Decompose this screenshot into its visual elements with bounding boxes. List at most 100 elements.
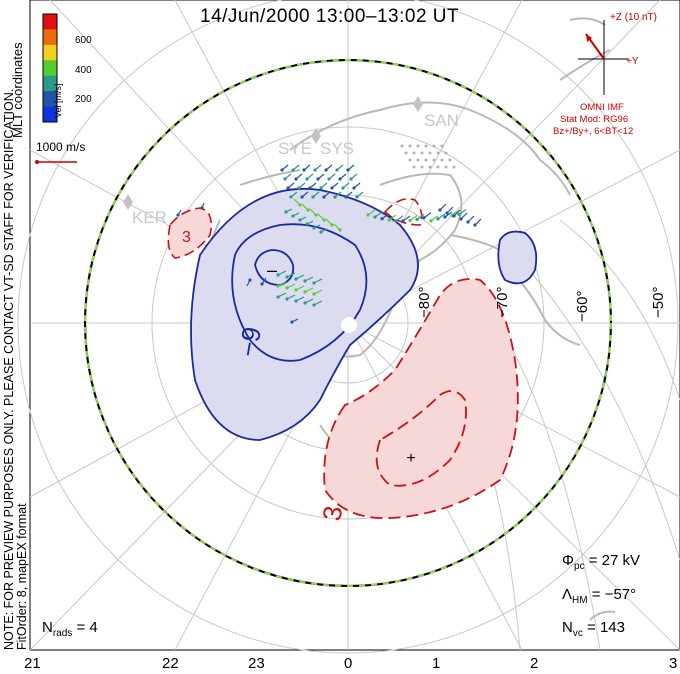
velocity-vector-origin: [352, 186, 356, 190]
station-marker-sye: [311, 128, 321, 144]
map-title: 14/Jun/2000 13:00–13:02 UT: [200, 6, 460, 27]
velocity-vectors: [176, 164, 482, 324]
preview-note: NOTE: FOR PREVIEW PURPOSES ONLY. PLEASE …: [2, 88, 16, 650]
velocity-colorbar: [42, 13, 58, 123]
velocity-vector-origin: [346, 168, 350, 172]
empty-data-dot: [400, 144, 404, 148]
colorbar-tick-400: 400: [75, 65, 92, 76]
station-label-sye: SYE: [278, 139, 313, 158]
velocity-vector-origin: [312, 303, 316, 307]
colorbar-tick-200: 200: [75, 94, 92, 105]
nvc-symbol: N: [562, 619, 573, 636]
empty-data-dot: [424, 144, 428, 148]
colorbar-border: [42, 13, 58, 123]
cross-polar-potential: Φpc = 27 kV: [562, 552, 640, 572]
empty-data-dot: [420, 151, 424, 155]
lon-label-60: −60°: [574, 290, 591, 322]
velocity-vector-origin: [260, 282, 264, 286]
velocity-vector-origin: [248, 278, 252, 282]
velocity-vector-origin: [335, 168, 339, 172]
empty-data-dot: [412, 151, 416, 155]
phi-pc-subscript: pc: [573, 561, 585, 572]
vector-count: Nvc = 143: [562, 619, 625, 639]
velocity-vector-origin: [355, 195, 359, 199]
colorbar-segment: [43, 106, 57, 123]
mlt-tick-1: 1: [432, 655, 441, 672]
velocity-vector-origin: [305, 222, 309, 226]
empty-data-dot: [428, 165, 432, 169]
velocity-vector-origin: [297, 186, 301, 190]
velocity-vector-origin: [466, 220, 470, 224]
empty-data-dot: [432, 144, 436, 148]
lambda-hm-symbol: Λ: [562, 586, 573, 603]
velocity-vector-origin: [283, 177, 287, 181]
velocity-vector-origin: [312, 281, 316, 285]
velocity-vector-origin: [285, 275, 289, 279]
velocity-vector-origin: [294, 177, 298, 181]
velocity-vector-origin: [298, 218, 302, 222]
velocity-vector-origin: [312, 226, 316, 230]
velocity-vector-origin: [314, 213, 318, 217]
velocity-vector-origin: [303, 301, 307, 305]
negative-potential-cell: [190, 188, 419, 441]
velocity-vector-origin: [311, 195, 315, 199]
nrads-symbol: N: [42, 619, 53, 636]
empty-data-dot: [432, 158, 436, 162]
velocity-vector-origin: [319, 230, 323, 234]
potential-min-marker: –: [267, 260, 277, 280]
lambda-hm-value: = −57°: [591, 586, 637, 603]
phi-pc-symbol: Φ: [562, 552, 574, 569]
velocity-vector-origin: [289, 195, 293, 199]
velocity-vector-origin: [373, 215, 377, 219]
imf-source-label: OMNI IMF: [580, 102, 624, 113]
velocity-vector-origin: [285, 297, 289, 301]
velocity-vector-origin: [327, 177, 331, 181]
reference-vector-label: 1000 m/s: [36, 140, 86, 154]
velocity-vector-origin: [408, 218, 412, 223]
mlt-tick-23: 23: [248, 655, 265, 672]
empty-data-dot: [436, 151, 440, 155]
velocity-vector-origin: [308, 186, 312, 190]
empty-data-dot: [428, 151, 432, 155]
velocity-vector-origin: [291, 214, 295, 218]
velocity-vector-origin: [338, 228, 342, 232]
empty-data-dot: [420, 165, 424, 169]
velocity-vector-origin: [176, 213, 180, 217]
velocity-vector-origin: [443, 215, 447, 219]
velocity-vector-origin: [341, 186, 345, 190]
imf-dial: [578, 20, 628, 95]
nrads-value: = 4: [76, 619, 98, 636]
empty-data-dot: [444, 165, 448, 169]
mlt-tick-0: 0: [344, 655, 353, 672]
colorbar-segment: [43, 14, 57, 30]
positive-contour-label: 3: [316, 504, 348, 523]
velocity-vector-origin: [457, 212, 461, 217]
velocity-vector-origin: [285, 286, 289, 290]
empty-data-dot: [404, 151, 408, 155]
mlt-tick-21: 21: [24, 655, 41, 672]
velocity-vector-origin: [200, 206, 204, 210]
positive-contour-inner: [375, 390, 467, 487]
velocity-vector-origin: [286, 186, 290, 190]
radar-count: Nrads = 4: [42, 619, 98, 639]
empty-data-dot: [440, 144, 444, 148]
empty-data-dot: [452, 165, 456, 169]
lambda-hm-subscript: HM: [572, 595, 588, 606]
velocity-vector-origin: [445, 211, 449, 215]
velocity-vector-origin: [322, 218, 326, 222]
velocity-vector-origin: [330, 186, 334, 190]
negative-contour-inner: [231, 223, 368, 362]
velocity-vector-origin: [280, 168, 284, 172]
colorbar-segment: [43, 91, 57, 108]
imf-condition-label: Bz+/By+, 6<BT<12: [553, 126, 634, 137]
heppner-maynard-boundary: [84, 59, 612, 587]
velocity-vector-origin: [284, 210, 288, 214]
empty-data-dot: [444, 151, 448, 155]
velocity-vector-origin: [330, 223, 334, 227]
velocity-vector-origin: [305, 177, 309, 181]
positive-contour-small: [383, 198, 423, 226]
empty-data-dot: [412, 165, 416, 169]
empty-data-dot: [440, 158, 444, 162]
negative-contour-label: −9: [232, 325, 267, 359]
velocity-vector-origin: [312, 292, 316, 296]
